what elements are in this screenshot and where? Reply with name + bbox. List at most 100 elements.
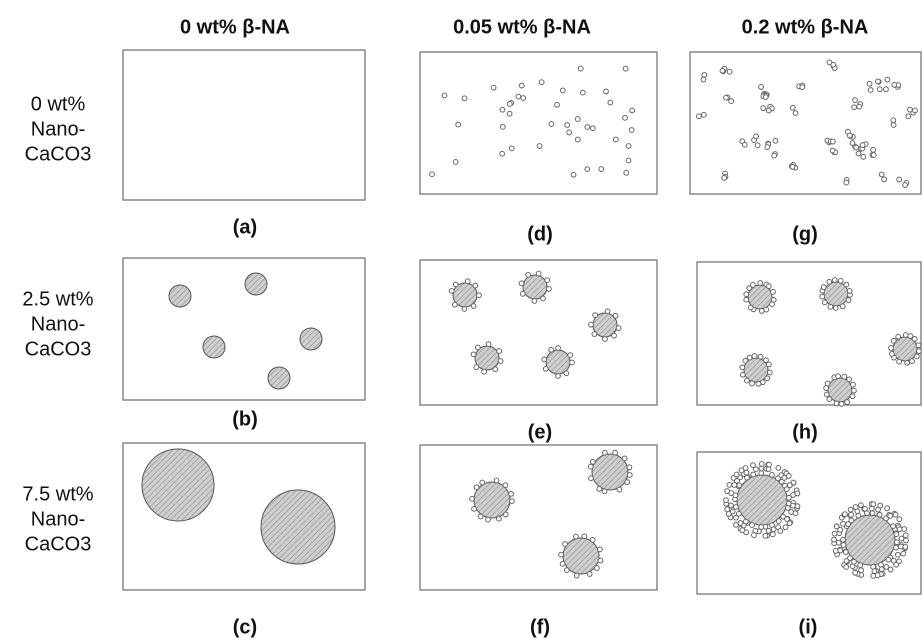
nucleating-agent [613,137,618,142]
nucleating-agent [858,503,863,508]
row-label: Nano- [31,313,85,335]
nucleating-agent [891,118,896,123]
nucleating-agent [844,565,849,570]
nucleating-agent [724,95,729,100]
nucleating-agent [747,355,752,360]
nucleating-agent [891,524,896,529]
nucleating-agent [772,153,777,158]
nucleating-agent [539,80,544,85]
nucleating-agent [574,573,579,578]
caco3-particle [142,449,214,521]
nucleating-agent [916,343,921,348]
nucleating-agent [905,360,910,365]
nucleating-agent [430,172,435,177]
caco3-particle [169,285,191,307]
figure: 0 wt% β-NA 0.05 wt% β-NA 0.2 wt% β-NA 0 … [0,0,922,640]
nucleating-agent [743,358,748,363]
nucleating-agent [725,507,730,512]
nucleating-agent [734,522,739,527]
caco3-particle [268,367,290,389]
nucleating-agent [790,105,795,110]
nucleating-agent [589,322,594,327]
nucleating-agent [473,283,478,288]
nucleating-agent [790,165,795,170]
nucleating-agent [844,282,849,287]
nucleating-agent [549,347,554,352]
nucleating-agent [755,143,760,148]
panel-label: (a) [233,216,257,238]
nucleating-agent [800,85,805,90]
nucleating-agent [910,359,915,364]
row-label: CaCO3 [25,533,92,555]
nucleating-agent [838,278,843,283]
nucleating-agent [729,503,734,508]
nucleating-agent [897,359,902,364]
nucleating-agent [893,512,898,517]
nucleating-agent [766,362,771,367]
row-label: Nano- [31,118,85,140]
nucleating-agent [857,104,862,109]
nucleating-agent [906,114,911,119]
nucleating-agent [761,106,766,111]
nucleating-agent [498,359,503,364]
nucleating-agent [564,371,569,376]
nucleating-agent [750,283,755,288]
nucleating-agent [727,69,732,74]
nucleating-agent [876,79,881,84]
nucleating-agent [834,401,839,406]
nucleating-agent [856,151,861,156]
nucleating-agent [580,90,585,95]
nucleating-agent [740,528,745,533]
nucleating-agent [589,476,594,481]
nucleating-agent [630,108,635,113]
nucleating-agent [507,111,512,116]
nucleating-agent [491,85,496,90]
nucleating-agent [509,492,514,497]
caco3-particle [203,336,225,358]
nucleating-agent [827,397,832,402]
nucleating-agent [493,367,498,372]
nucleating-agent [763,533,768,538]
panel-label: (i) [799,616,818,638]
nucleating-agent [556,346,561,351]
panel-label: (d) [527,223,553,245]
nucleating-agent [542,357,547,362]
nucleating-agent [820,294,825,299]
nucleating-agent [475,345,480,350]
nucleating-agent [613,450,618,455]
nucleating-agent [625,480,630,485]
nucleating-agent [503,512,508,517]
nucleating-agent [565,123,570,128]
nucleating-agent [623,66,628,71]
nucleating-agent [478,514,483,519]
nucleating-agent [748,305,753,310]
nucleating-agent [833,548,838,553]
nucleating-agent [867,81,872,86]
nucleating-agent [605,309,610,314]
nucleating-agent [742,142,747,147]
nucleating-agent [843,550,848,555]
nucleating-agent [854,145,859,150]
nucleating-agent [830,148,835,153]
nucleating-agent [825,381,830,386]
nucleating-agent [848,507,853,512]
nucleating-agent [471,304,476,309]
caco3-particle [300,328,322,350]
nucleating-agent [765,145,770,150]
nucleating-agent [509,146,514,151]
panel-label: (b) [232,408,258,430]
row-label: CaCO3 [25,338,92,360]
nucleating-agent [623,115,628,120]
nucleating-agent [877,87,882,92]
nucleating-agent [585,167,590,172]
nucleating-agent [520,291,525,296]
nucleating-agent [832,278,837,283]
nucleating-agent [456,122,461,127]
nucleating-agent [759,85,764,90]
nucleating-agent [537,144,542,149]
nucleating-agent [497,516,502,521]
nucleating-agent [560,561,565,566]
nucleating-agent [578,66,583,71]
nucleating-agent [773,138,778,143]
nucleating-agent [462,96,467,101]
